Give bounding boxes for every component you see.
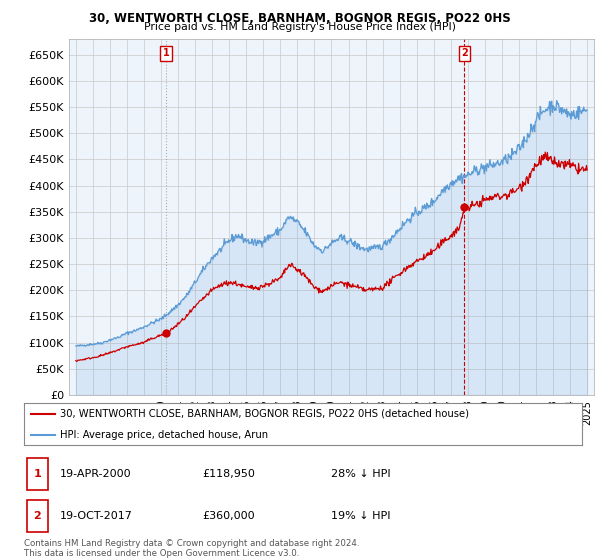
Text: 28% ↓ HPI: 28% ↓ HPI bbox=[331, 469, 391, 479]
Text: Contains HM Land Registry data © Crown copyright and database right 2024.
This d: Contains HM Land Registry data © Crown c… bbox=[24, 539, 359, 558]
Text: 19% ↓ HPI: 19% ↓ HPI bbox=[331, 511, 391, 521]
Text: HPI: Average price, detached house, Arun: HPI: Average price, detached house, Arun bbox=[60, 430, 268, 440]
Text: £118,950: £118,950 bbox=[203, 469, 256, 479]
Text: 19-APR-2000: 19-APR-2000 bbox=[60, 469, 132, 479]
FancyBboxPatch shape bbox=[27, 458, 48, 490]
Text: 2: 2 bbox=[461, 48, 468, 58]
FancyBboxPatch shape bbox=[27, 500, 48, 533]
Text: 30, WENTWORTH CLOSE, BARNHAM, BOGNOR REGIS, PO22 0HS (detached house): 30, WENTWORTH CLOSE, BARNHAM, BOGNOR REG… bbox=[60, 409, 469, 419]
Text: 1: 1 bbox=[163, 48, 170, 58]
Text: 1: 1 bbox=[34, 469, 41, 479]
Text: 30, WENTWORTH CLOSE, BARNHAM, BOGNOR REGIS, PO22 0HS: 30, WENTWORTH CLOSE, BARNHAM, BOGNOR REG… bbox=[89, 12, 511, 25]
Text: 2: 2 bbox=[34, 511, 41, 521]
Text: Price paid vs. HM Land Registry's House Price Index (HPI): Price paid vs. HM Land Registry's House … bbox=[144, 22, 456, 32]
Text: 19-OCT-2017: 19-OCT-2017 bbox=[60, 511, 133, 521]
Text: £360,000: £360,000 bbox=[203, 511, 255, 521]
